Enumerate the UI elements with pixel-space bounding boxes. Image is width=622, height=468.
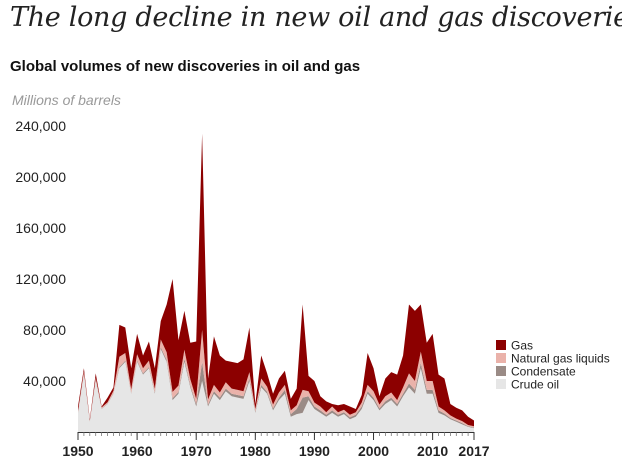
y-tick-label: 160,000 — [15, 220, 66, 236]
x-tick-label: 1990 — [299, 443, 330, 459]
y-tick-label: 120,000 — [15, 271, 66, 287]
legend-label-gas: Gas — [511, 339, 533, 353]
legend-swatch-natural-gas-liquids — [496, 353, 506, 363]
y-axis-units-label: Millions of barrels — [12, 92, 121, 108]
y-tick-label: 240,000 — [15, 118, 66, 134]
legend-swatch-gas — [496, 340, 506, 350]
legend-swatch-condensate — [496, 366, 506, 376]
x-tick-label: 1950 — [62, 443, 93, 459]
x-tick-label: 2000 — [358, 443, 389, 459]
series-area-crude-oil — [78, 349, 474, 432]
chart-title: The long decline in new oil and gas disc… — [10, 2, 622, 33]
x-tick-label: 1960 — [122, 443, 153, 459]
y-tick-label: 40,000 — [23, 373, 66, 389]
x-tick-label: 1980 — [240, 443, 271, 459]
legend-label-condensate: Condensate — [511, 365, 576, 379]
x-tick-label: 1970 — [181, 443, 212, 459]
y-tick-label: 200,000 — [15, 169, 66, 185]
legend-label-natural-gas-liquids: Natural gas liquids — [511, 352, 610, 366]
y-tick-label: 80,000 — [23, 322, 66, 338]
legend-swatch-crude-oil — [496, 379, 506, 389]
x-tick-label: 2010 — [417, 443, 448, 459]
x-tick-label: 2017 — [458, 443, 489, 459]
series-area-gas — [78, 133, 474, 427]
chart-subtitle: Global volumes of new discoveries in oil… — [10, 58, 361, 75]
legend-label-crude-oil: Crude oil — [511, 378, 559, 392]
